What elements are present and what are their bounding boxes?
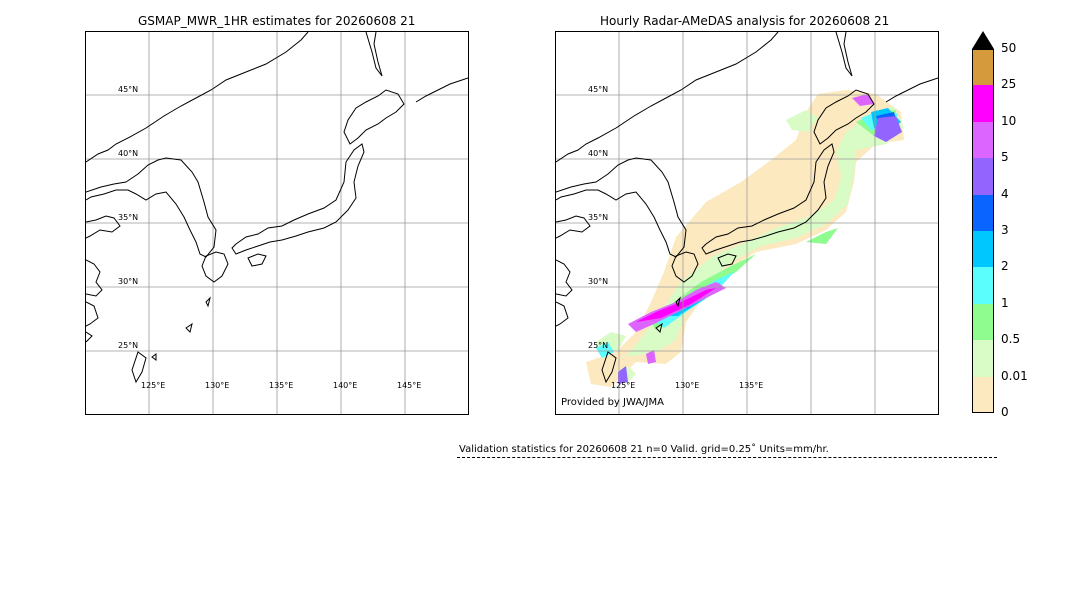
colorbar-label: 5 [1001, 150, 1009, 165]
left-lon-label-130: 130°E [205, 381, 230, 390]
colorbar-label: 0.5 [1001, 332, 1021, 347]
left-lon-label-140: 140°E [333, 381, 358, 390]
colorbar-segment [972, 376, 994, 413]
right-lat-label-35: 35°N [588, 213, 609, 222]
colorbar-frame [972, 49, 994, 413]
colorbar-segment [972, 194, 994, 231]
right-map-gridlines [556, 32, 938, 414]
left-lat-label-25: 25°N [118, 341, 139, 350]
colorbar-segment [972, 49, 994, 86]
right-lat-label-25: 25°N [588, 341, 609, 350]
precipitation-field [586, 90, 904, 387]
colorbar-segment [972, 231, 994, 268]
colorbar-label: 50 [1001, 41, 1017, 55]
left-lon-label-125: 125°E [141, 381, 166, 390]
colorbar-label: 25 [1001, 77, 1017, 92]
colorbar-extend-arrow [972, 31, 994, 49]
colorbar-label: 2 [1001, 259, 1009, 274]
left-lon-label-135: 135°E [269, 381, 294, 390]
left-lat-label-30: 30°N [118, 277, 139, 286]
left-map [85, 31, 469, 415]
right-lat-label-30: 30°N [588, 277, 609, 286]
validation-statistics: Validation statistics for 20260608 21 n=… [459, 444, 829, 455]
colorbar-segment [972, 158, 994, 195]
colorbar-segment [972, 340, 994, 377]
left-lat-label-40: 40°N [118, 149, 139, 158]
right-map [555, 31, 939, 415]
colorbar-label: 3 [1001, 223, 1009, 237]
right-lon-label-125: 125°E [611, 381, 636, 390]
colorbar-label: 4 [1001, 186, 1009, 201]
validation-divider [457, 457, 997, 458]
right-map-coastlines [556, 32, 938, 384]
colorbar-label: 0 [1001, 405, 1009, 419]
right-lon-label-135: 135°E [739, 381, 764, 390]
colorbar-segment [972, 121, 994, 159]
left-map-gridlines [86, 32, 468, 414]
colorbar-segment [972, 85, 994, 122]
left-map-coastlines [86, 32, 468, 384]
colorbar-segment [972, 267, 994, 304]
colorbar-label: 10 [1001, 113, 1017, 128]
data-credit: Provided by JWA/JMA [561, 397, 664, 408]
left-lat-label-35: 35°N [118, 213, 139, 222]
right-lat-label-45: 45°N [588, 85, 609, 94]
left-lat-label-45: 45°N [118, 85, 139, 94]
right-lon-label-130: 130°E [675, 381, 700, 390]
right-map-title: Hourly Radar-AMeDAS analysis for 2026060… [600, 14, 890, 28]
colorbar-label: 0.01 [1001, 368, 1028, 383]
colorbar-label: 1 [1001, 295, 1009, 310]
left-map-title: GSMAP_MWR_1HR estimates for 20260608 21 [138, 14, 416, 28]
colorbar-segment [972, 303, 994, 341]
right-lat-label-40: 40°N [588, 149, 609, 158]
left-lon-label-145: 145°E [397, 381, 422, 390]
